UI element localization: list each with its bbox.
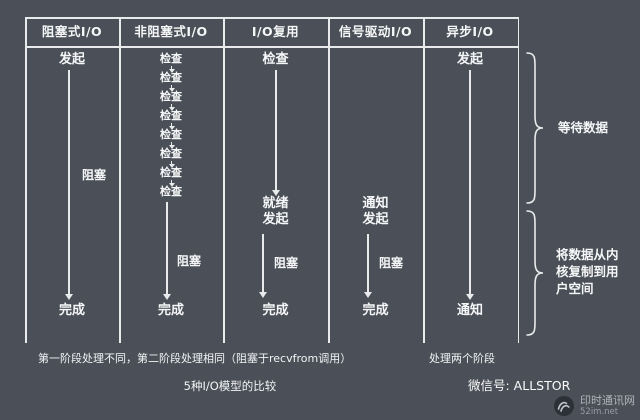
nonblocking-arrow-label: 阻塞 [177,254,202,268]
column-divider [25,17,27,343]
table-top-border [25,17,519,19]
stage-comparison-note: 第一阶段处理不同，第二阶段处理相同（阻塞于recvfrom调用） [38,352,352,365]
signal-end-label: 完成 [362,303,389,318]
nonblocking-check-label: 检查 [160,52,182,65]
header-signal-driven-io: 信号驱动I/O [338,24,413,39]
copy-phase-label: 将数据从内核复制到用户空间 [556,247,619,296]
signal-notify-label: 通知 [362,196,389,211]
copy-phase-brace-icon [526,210,544,336]
header-io-multiplexing: I/O复用 [251,24,300,39]
nonblocking-check-label: 检查 [160,109,182,122]
nonblocking-small-arrow [171,85,172,88]
signal-initiate-label: 发起 [362,212,389,227]
async-start-label: 发起 [456,52,483,67]
nonblocking-check-label: 检查 [160,166,182,179]
wechat-id-label: 微信号: ALLSTOR [468,378,571,393]
nonblocking-check-label: 检查 [160,90,182,103]
async-two-phase-note: 处理两个阶段 [429,352,495,365]
header-divider-line [25,46,519,48]
watermark-site-name: 印时通讯网 [580,394,635,407]
multiplex-wait-arrow [275,70,277,190]
multiplex-initiate-label: 发起 [262,212,289,227]
async-down-arrow [469,70,471,294]
blocking-down-arrow [68,70,70,294]
nonblocking-small-arrow [171,104,172,107]
nonblocking-small-arrow [171,123,172,126]
nonblocking-check-label: 检查 [160,128,182,141]
blocking-start-label: 发起 [58,52,85,67]
watermark-site-url: 52im.net [580,407,619,417]
header-blocking-io: 阻塞式I/O [41,24,103,39]
nonblocking-end-label: 完成 [157,303,184,318]
signal-arrow-label: 阻塞 [379,256,404,270]
blocking-end-label: 完成 [58,303,85,318]
diagram-caption: 5种I/O模型的比较 [183,379,277,393]
column-divider [517,17,519,343]
multiplex-down-arrow [262,234,264,292]
nonblocking-small-arrow [171,66,172,69]
multiplex-end-label: 完成 [262,303,289,318]
header-nonblocking-io: 非阻塞式I/O [134,24,208,39]
watermark-text: 印时通讯网 52im.net [580,394,635,417]
nonblocking-small-arrow [171,180,172,183]
multiplex-arrow-label: 阻塞 [274,256,299,270]
nonblocking-down-arrow [166,202,168,294]
header-async-io: 异步I/O [446,24,494,39]
nonblocking-check-label: 检查 [160,147,182,160]
52im-watermark: 印时通讯网 52im.net [553,394,635,417]
signal-down-arrow [367,234,369,292]
column-divider [328,17,330,343]
nonblocking-small-arrow [171,161,172,164]
wait-phase-label: 等待数据 [558,120,609,135]
column-divider [223,17,225,343]
nonblocking-small-arrow [171,142,172,145]
column-divider [119,17,121,343]
column-divider [423,17,425,343]
async-end-label: 通知 [456,303,483,318]
52im-logo-icon [554,395,574,416]
multiplex-check-label: 检查 [262,52,289,67]
blocking-arrow-label: 阻塞 [82,168,107,182]
nonblocking-check-label: 检查 [160,185,182,198]
wait-phase-brace-icon [526,52,544,204]
nonblocking-check-label: 检查 [160,71,182,84]
multiplex-ready-label: 就绪 [262,196,289,211]
